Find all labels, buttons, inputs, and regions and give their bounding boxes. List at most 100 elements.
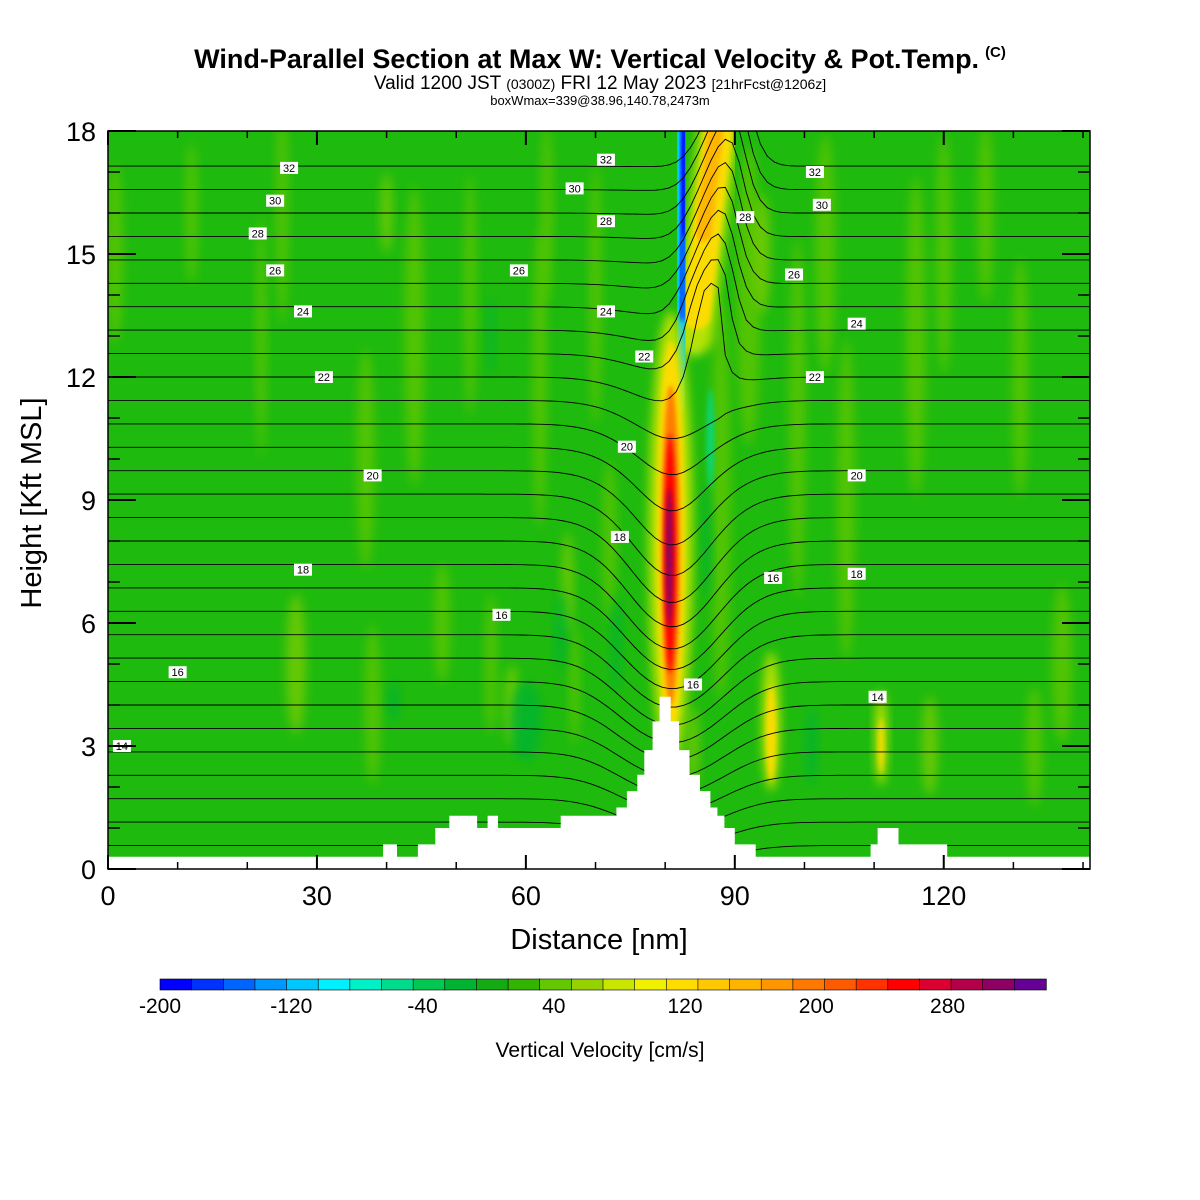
- contour-label: 30: [266, 194, 285, 208]
- contour-label-text: 28: [252, 229, 264, 241]
- colorbar-swatch: [665, 978, 699, 991]
- contour-label-bg: [764, 571, 783, 584]
- theta-contour-line: [108, 657, 1090, 726]
- downdraft-core: [680, 131, 687, 236]
- contour-label: 26: [266, 264, 285, 277]
- weak-ascent-streak: [485, 594, 498, 734]
- contour-label-text: 26: [269, 265, 281, 277]
- weak-ascent-streak: [404, 186, 425, 486]
- colorbar-swatch: [697, 978, 731, 991]
- x-tick-label: 90: [720, 881, 750, 911]
- contour-label: 24: [294, 305, 313, 318]
- colorbar-swatch: [824, 978, 857, 991]
- contour-label-bg: [736, 211, 755, 224]
- contour-label: 32: [805, 166, 824, 179]
- contour-label-text: 16: [172, 667, 184, 679]
- contour-label-bg: [596, 215, 615, 228]
- colorbar: -200 -120 -40 40 120 200 280: [139, 978, 1047, 1018]
- weak-descent-patch: [701, 481, 712, 601]
- weak-ascent-streak: [935, 134, 952, 374]
- colorbar-swatch: [191, 978, 224, 991]
- colorbar-swatch: [1014, 978, 1047, 991]
- box-info-line: boxWmax=339@38.96,140.78,2473m: [490, 93, 710, 108]
- colorbar-label: -120: [270, 995, 312, 1018]
- contour-label: 30: [812, 198, 831, 212]
- weak-ascent-streak: [905, 176, 926, 496]
- weak-ascent-streak: [434, 563, 451, 683]
- theta-contour-line: [108, 517, 1090, 603]
- contour-label-text: 20: [851, 470, 863, 482]
- colorbar-swatch: [919, 978, 952, 991]
- contour-label-text: 16: [767, 573, 779, 585]
- contour-label-text: 22: [809, 372, 821, 384]
- colorbar-swatch: [349, 978, 383, 991]
- contour-label-text: 24: [600, 306, 612, 318]
- colorbar-swatch: [634, 978, 667, 991]
- contour-label-text: 22: [638, 352, 650, 364]
- contour-label-bg: [635, 350, 654, 363]
- colorbar-swatch: [760, 978, 794, 991]
- colorbar-title: Vertical Velocity [cm/s]: [496, 1039, 705, 1062]
- theta-contour-line: [108, 138, 1090, 239]
- contour-label-bg: [565, 182, 584, 195]
- contour-label: 22: [314, 371, 333, 384]
- contour-label-bg: [847, 469, 866, 482]
- colorbar-swatch: [571, 978, 604, 991]
- weak-ascent-streak: [921, 696, 938, 796]
- colorbar-swatch: [444, 978, 478, 991]
- theta-contour-line: [108, 259, 1090, 370]
- contour-label-bg: [266, 194, 285, 207]
- weak-ascent-streak: [710, 300, 731, 700]
- contour-label-text: 30: [568, 183, 580, 195]
- colorbar-swatch: [222, 978, 256, 991]
- theta-contour-line: [108, 798, 1090, 831]
- weak-descent-patch: [805, 706, 818, 786]
- weak-ascent-streak: [1026, 686, 1043, 806]
- y-axis: 0 3 6 9 12 15 18: [66, 117, 1090, 885]
- colorbar-swatch: [982, 978, 1016, 991]
- theta-contour-line: [108, 704, 1090, 761]
- x-tick-label: 60: [511, 881, 541, 911]
- contour-label-text: 32: [809, 167, 821, 179]
- y-tick-label: 6: [81, 609, 96, 639]
- chart-title-text: Wind-Parallel Section at Max W: Vertical…: [194, 44, 980, 74]
- contour-label-bg: [266, 264, 285, 277]
- weak-ascent-streak: [464, 175, 477, 415]
- y-tick-label: 12: [66, 363, 96, 393]
- contour-label-bg: [363, 469, 382, 482]
- contour-label-text: 28: [600, 216, 612, 228]
- theta-contour-line: [108, 131, 1090, 215]
- theta-contour-line: [108, 131, 1090, 168]
- weak-ascent-streak: [569, 624, 580, 745]
- contour-label-bg: [294, 563, 313, 576]
- x-tick-label: 120: [921, 881, 966, 911]
- theta-contour-line: [108, 727, 1090, 778]
- y-tick-label: 15: [66, 240, 96, 270]
- theta-contour-line: [108, 233, 1090, 341]
- contour-label-text: 30: [816, 200, 828, 212]
- chart-title: Wind-Parallel Section at Max W: Vertical…: [0, 44, 1200, 75]
- theta-contour-line: [108, 423, 1090, 476]
- contour-label: 16: [168, 666, 187, 679]
- contour-label: 18: [847, 567, 866, 581]
- weak-descent-patch: [487, 296, 496, 376]
- contour-label: 24: [596, 305, 615, 318]
- contour-label: 28: [248, 227, 267, 241]
- contour-label-bg: [847, 317, 866, 330]
- contour-label-text: 22: [318, 372, 330, 384]
- contour-label: 18: [610, 530, 629, 544]
- contour-labels: 32 30 28 26 24 22 20 18 16 14 32 30 28 26 24 22 20 18 16 16…: [112, 153, 887, 753]
- theta-contour-line: [108, 186, 1090, 289]
- field-features: [108, 131, 1073, 806]
- contour-label-text: 32: [283, 163, 295, 175]
- weak-ascent-streak: [602, 461, 617, 621]
- contour-label-bg: [168, 666, 187, 679]
- colorbar-swatch: [254, 978, 288, 991]
- colorbar-swatch: [950, 978, 984, 991]
- colorbar-swatch: [412, 978, 446, 991]
- copyright-mark: (C): [985, 44, 1006, 61]
- contour-label: 16: [492, 608, 511, 622]
- colorbar-label: 120: [668, 995, 703, 1018]
- contour-label-text: 24: [851, 319, 863, 331]
- valid-prefix: Valid 1200 JST: [373, 73, 501, 94]
